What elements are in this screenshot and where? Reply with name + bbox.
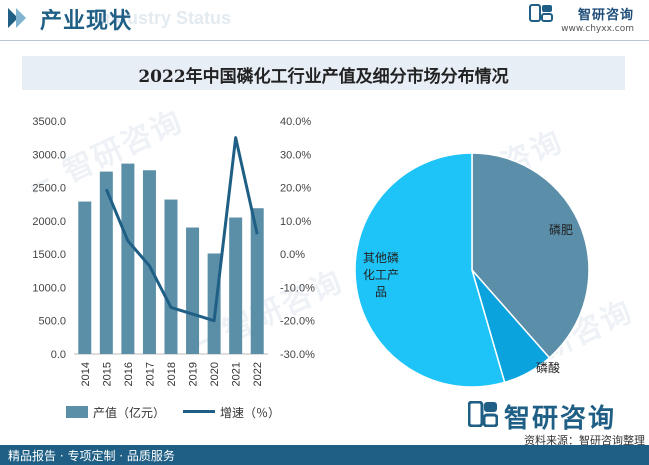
left-axis-tick-label: 2500.0 <box>32 183 66 195</box>
legend-line-swatch <box>183 410 215 413</box>
left-axis-tick-label: 0.0 <box>51 349 66 361</box>
left-axis-tick-label: 3500.0 <box>32 116 66 128</box>
left-axis-tick-label: 500.0 <box>38 316 66 328</box>
x-axis-tick-label: 2014 <box>80 362 92 386</box>
right-axis-tick-label: -20.0% <box>280 316 315 328</box>
x-axis-tick-label: 2019 <box>188 362 200 386</box>
page-footer: 精品报告 · 专项定制 · 品质服务 <box>0 445 649 465</box>
bar <box>186 227 200 354</box>
bar <box>207 253 221 354</box>
growth-rate-line <box>104 136 259 323</box>
x-axis-tick-label: 2020 <box>209 362 221 386</box>
brand-logo-icon <box>529 4 553 22</box>
pie-label-other: 品 <box>375 285 387 299</box>
x-axis-tick-label: 2016 <box>123 362 135 386</box>
right-axis-tick-label: 10.0% <box>280 216 311 228</box>
x-axis-tick-label: 2018 <box>166 362 178 386</box>
bar <box>78 201 92 354</box>
legend-bar-swatch <box>66 406 88 418</box>
brand-url[interactable]: www.chyxx.com <box>561 24 634 34</box>
chart-title-bar: 2022年中国磷化工行业产值及细分市场分布情况 <box>22 56 625 90</box>
chevron-logo-icon <box>8 8 26 28</box>
right-axis-tick-label: 0.0% <box>280 249 305 261</box>
page-title: 产业现状 <box>40 9 133 34</box>
left-axis-tick-label: 3000.0 <box>32 149 66 161</box>
pie-label-other: 化工产 <box>363 268 399 282</box>
pie-label-fertilizer: 磷肥 <box>549 222 573 237</box>
bar <box>142 170 156 354</box>
x-axis-tick-label: 2015 <box>101 362 113 386</box>
page-header: Industry Status 产业现状 智研咨询 www.chyxx.com <box>0 0 649 38</box>
bar <box>229 217 243 354</box>
x-axis-tick-label: 2021 <box>231 362 243 386</box>
pie-slice <box>354 152 506 388</box>
pie-slice <box>471 152 590 359</box>
left-axis-tick-label: 1500.0 <box>32 249 66 261</box>
header-divider <box>0 40 649 41</box>
right-axis-tick-label: 40.0% <box>280 116 311 128</box>
footer-brand-name: 智研咨询 <box>504 404 617 434</box>
bar <box>121 163 135 354</box>
right-axis-tick-label: 30.0% <box>280 149 311 161</box>
left-axis-tick-label: 1000.0 <box>32 282 66 294</box>
bar <box>99 171 113 354</box>
brand-name: 智研咨询 <box>577 8 634 23</box>
footer-brand-logo-icon <box>468 401 498 427</box>
right-axis-tick-label: -10.0% <box>280 282 315 294</box>
right-axis-tick-label: 20.0% <box>280 183 311 195</box>
legend-line-label: 增速（％） <box>220 406 281 420</box>
bar <box>164 199 178 354</box>
left-axis-tick-label: 2000.0 <box>32 216 66 228</box>
header-english-title: Industry Status <box>100 8 232 28</box>
data-source: 资料来源：智研咨询整理 <box>524 434 645 447</box>
legend-bar-label: 产值（亿元） <box>93 406 166 420</box>
chart-title: 2022年中国磷化工行业产值及细分市场分布情况 <box>138 67 509 87</box>
x-axis-tick-label: 2017 <box>144 362 156 386</box>
bar <box>250 208 264 354</box>
right-axis-tick-label: -30.0% <box>280 349 315 361</box>
x-axis-tick-label: 2022 <box>252 362 264 386</box>
footer-slogan: 精品报告 · 专项定制 · 品质服务 <box>8 449 175 463</box>
pie-label-acid: 磷酸 <box>536 360 560 375</box>
pie-label-other: 其他磷 <box>363 250 399 265</box>
